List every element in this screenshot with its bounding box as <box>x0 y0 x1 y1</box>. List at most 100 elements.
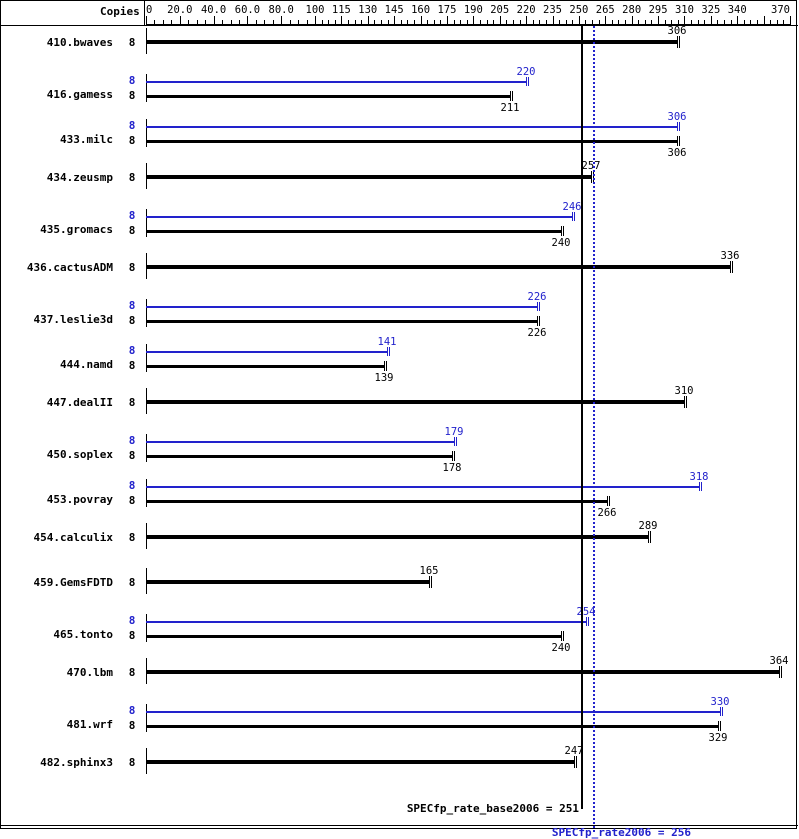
axis-minor-tick <box>188 20 189 25</box>
benchmark-name: 444.namd <box>60 358 113 371</box>
axis-minor-tick <box>731 20 732 25</box>
benchmark-name: 410.bwaves <box>46 36 113 49</box>
bar-end-cap <box>576 756 577 768</box>
base-bar <box>146 725 718 728</box>
row-axis-stub <box>146 614 147 642</box>
bar-end-cap <box>684 396 685 408</box>
base-bar <box>146 140 677 143</box>
axis-major-tick <box>605 16 606 25</box>
axis-tick-label: 220 <box>516 4 536 16</box>
benchmark-row: 470.lbm 8 364 <box>1 655 798 701</box>
benchmark-row: 434.zeusmp 8 257 <box>1 160 798 206</box>
axis-tick-label: 175 <box>437 4 457 16</box>
peak-value-label: 141 <box>377 336 397 348</box>
bar-end-cap <box>779 666 780 678</box>
axis-major-tick <box>214 16 215 25</box>
axis-minor-tick <box>559 20 560 25</box>
axis-major-tick <box>684 16 685 25</box>
axis-minor-tick <box>361 20 362 25</box>
axis-minor-tick <box>513 20 514 25</box>
axis-tick-label: 265 <box>595 4 615 16</box>
peak-bar <box>146 711 720 713</box>
bar-end-cap <box>732 261 733 273</box>
axis-major-tick <box>658 16 659 25</box>
axis-major-tick <box>632 16 633 25</box>
bar-end-cap <box>526 77 527 86</box>
base-value-label: 226 <box>527 327 547 339</box>
axis-minor-tick <box>599 20 600 25</box>
header-separator <box>1 25 798 26</box>
axis-major-tick <box>146 16 147 25</box>
bar-end-cap <box>537 316 538 326</box>
axis-tick-label: 40.0 <box>200 4 227 16</box>
copies-value-peak: 8 <box>128 614 136 627</box>
benchmark-row: 410.bwaves 8 306 <box>1 25 798 71</box>
bar-end-cap <box>452 451 453 461</box>
axis-minor-tick <box>724 20 725 25</box>
bar-end-cap <box>563 631 564 641</box>
axis-major-tick <box>341 16 342 25</box>
base-value-label: 306 <box>667 147 687 159</box>
axis-minor-tick <box>256 20 257 25</box>
base-value-label: 247 <box>564 745 584 757</box>
axis-minor-tick <box>783 20 784 25</box>
axis-tick-label: 295 <box>648 4 668 16</box>
axis-minor-tick <box>307 20 308 25</box>
peak-summary-label: SPECfp_rate2006 = 256 <box>551 826 691 839</box>
peak-value-label: 246 <box>562 201 582 213</box>
axis-minor-tick <box>434 20 435 25</box>
axis-minor-tick <box>493 20 494 25</box>
bar-end-cap <box>650 531 651 543</box>
axis-tick-label: 115 <box>331 4 351 16</box>
axis-minor-tick <box>777 20 778 25</box>
axis-minor-tick <box>273 20 274 25</box>
base-summary-label: SPECfp_rate_base2006 = 251 <box>406 802 579 815</box>
axis-minor-tick <box>717 20 718 25</box>
bar-end-cap <box>588 617 589 626</box>
axis-tick-label: 280 <box>622 4 642 16</box>
benchmark-row: 465.tonto 8 254 8 240 <box>1 606 798 656</box>
axis-major-tick <box>711 16 712 25</box>
axis-minor-tick <box>264 20 265 25</box>
axis-minor-tick <box>480 20 481 25</box>
axis-minor-tick <box>322 20 323 25</box>
base-bar <box>146 95 510 98</box>
peak-value-label: 179 <box>444 426 464 438</box>
copies-value-peak: 8 <box>128 299 136 312</box>
bar-end-cap <box>561 631 562 641</box>
base-bar <box>146 635 561 638</box>
bar-end-cap <box>431 576 432 588</box>
axis-minor-tick <box>197 20 198 25</box>
peak-bar <box>146 621 586 623</box>
base-value-label: 240 <box>551 642 571 654</box>
bar-end-cap <box>386 361 387 371</box>
copies-value-base: 8 <box>128 224 136 237</box>
base-value-label: 336 <box>720 250 740 262</box>
x-axis: Copies 0 20.0 40.0 60.0 80.0 100 115 130 145 160 1… <box>1 1 798 25</box>
axis-minor-tick <box>328 20 329 25</box>
axis-minor-tick <box>572 20 573 25</box>
base-bar <box>146 535 648 539</box>
bar-end-cap <box>701 482 702 491</box>
base-bar <box>146 500 607 503</box>
axis-tick-label: 20.0 <box>167 4 193 16</box>
base-bar <box>146 365 384 368</box>
peak-bar <box>146 441 454 443</box>
base-value-label: 329 <box>708 732 728 744</box>
base-bar <box>146 265 730 269</box>
bar-end-cap <box>720 721 721 731</box>
bar-end-cap <box>607 496 608 506</box>
axis-minor-tick <box>744 20 745 25</box>
axis-minor-tick <box>427 20 428 25</box>
axis-minor-tick <box>401 20 402 25</box>
peak-bar <box>146 486 699 488</box>
base-reference-line <box>581 26 583 809</box>
axis-tick-label: 0 <box>146 4 153 16</box>
copies-value-base: 8 <box>128 89 136 102</box>
copies-value-base: 8 <box>128 494 136 507</box>
axis-major-tick <box>579 16 580 25</box>
axis-major-tick <box>526 16 527 25</box>
benchmark-name: 459.GemsFDTD <box>33 576 113 589</box>
axis-minor-tick <box>222 20 223 25</box>
